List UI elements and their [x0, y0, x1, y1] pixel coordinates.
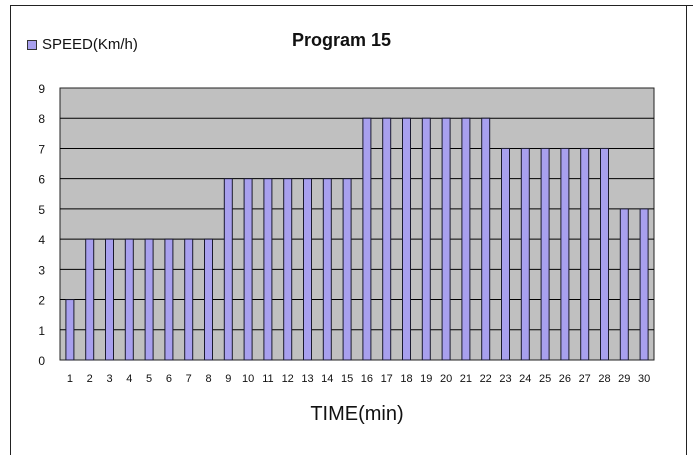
- x-tick-label: 3: [106, 373, 112, 385]
- x-tick-label: 12: [282, 373, 294, 385]
- bars-group: [65, 117, 649, 361]
- y-tick-label: 9: [38, 82, 45, 96]
- x-tick-label: 19: [420, 373, 432, 385]
- y-tick-label: 2: [38, 294, 45, 308]
- bar: [540, 147, 550, 361]
- x-tick-label: 26: [559, 373, 571, 385]
- x-tick-label: 27: [579, 373, 591, 385]
- x-tick-label: 17: [381, 373, 393, 385]
- bar: [501, 147, 510, 361]
- x-tick-label: 23: [499, 373, 511, 385]
- y-tick-label: 1: [38, 324, 45, 338]
- x-tick-label: 8: [205, 373, 211, 385]
- y-tick-labels: 0 1 2 3 4 5 6 7 8 9: [38, 82, 45, 368]
- x-tick-label: 21: [460, 373, 472, 385]
- bar: [243, 178, 253, 361]
- bar: [204, 238, 213, 361]
- x-tick-label: 22: [480, 373, 492, 385]
- x-tick-label: 9: [225, 373, 231, 385]
- frame-top-line: [10, 5, 693, 6]
- y-tick-label: 0: [38, 354, 45, 368]
- x-tick-label: 4: [126, 373, 132, 385]
- x-tick-label: 15: [341, 373, 353, 385]
- bar: [184, 238, 194, 361]
- bar: [600, 147, 609, 361]
- y-tick-label: 7: [38, 142, 45, 156]
- bar: [283, 178, 293, 361]
- bar: [520, 147, 530, 361]
- bar: [619, 208, 629, 361]
- y-tick-label: 3: [38, 263, 45, 277]
- bar: [362, 117, 372, 361]
- bar: [124, 238, 134, 361]
- bar: [164, 238, 174, 361]
- y-tick-label: 4: [38, 233, 45, 247]
- bar: [144, 238, 154, 361]
- bar: [560, 147, 570, 361]
- x-tick-label: 25: [539, 373, 551, 385]
- bar: [303, 178, 312, 361]
- y-tick-label: 6: [38, 173, 45, 187]
- x-axis-label: TIME(min): [310, 403, 403, 425]
- legend-label: SPEED(Km/h): [42, 36, 138, 53]
- x-tick-label: 16: [361, 373, 373, 385]
- x-tick-label: 29: [618, 373, 630, 385]
- bar: [461, 117, 471, 361]
- y-tick-label: 8: [38, 112, 45, 126]
- bar: [263, 178, 273, 361]
- bar: [402, 117, 411, 361]
- x-tick-label: 30: [638, 373, 650, 385]
- x-tick-label: 10: [242, 373, 254, 385]
- bar: [105, 238, 114, 361]
- bar: [65, 299, 75, 361]
- x-tick-label: 24: [519, 373, 531, 385]
- y-tick-label: 5: [38, 203, 45, 217]
- bar: [639, 208, 649, 361]
- grid-lines: [60, 117, 654, 331]
- bar: [322, 178, 332, 361]
- x-tick-label: 14: [321, 373, 333, 385]
- legend-swatch: [27, 39, 37, 50]
- x-tick-labels: 1 2 3 4 5 6 7 8 9 10 11 12 13 14 15 16 17 18 19 20 21 22 23 24 2…: [67, 373, 650, 385]
- x-tick-label: 28: [598, 373, 610, 385]
- x-tick-label: 5: [146, 373, 152, 385]
- frame-left-line: [10, 5, 11, 455]
- x-tick-label: 7: [186, 373, 192, 385]
- bar: [382, 117, 392, 361]
- x-tick-label: 1: [67, 373, 73, 385]
- bar: [223, 178, 233, 361]
- x-tick-label: 11: [262, 373, 273, 385]
- bar: [342, 178, 352, 361]
- plot-area: [59, 87, 655, 361]
- chart-title: Program 15: [292, 30, 392, 50]
- x-tick-label: 6: [166, 373, 172, 385]
- bar: [481, 117, 491, 361]
- x-tick-label: 18: [400, 373, 412, 385]
- x-tick-label: 13: [301, 373, 313, 385]
- bar: [580, 147, 590, 361]
- frame-right-line: [686, 5, 687, 455]
- legend: SPEED(Km/h): [27, 36, 138, 53]
- bar: [441, 117, 451, 361]
- bar: [421, 117, 431, 361]
- x-tick-label: 2: [87, 373, 93, 385]
- x-tick-label: 20: [440, 373, 452, 385]
- bar: [85, 238, 95, 361]
